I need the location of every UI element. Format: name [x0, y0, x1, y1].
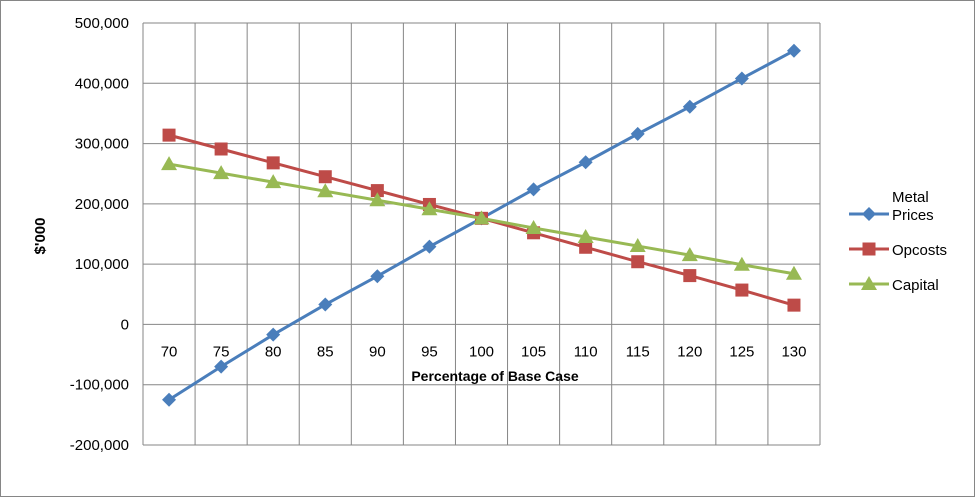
legend-marker	[862, 242, 876, 256]
x-tick-label: 95	[421, 343, 438, 360]
x-tick-label: 100	[469, 343, 494, 360]
data-point-metal-prices	[318, 297, 333, 312]
x-axis-title: Percentage of Base Case	[411, 368, 579, 384]
data-point-capital	[265, 174, 282, 189]
data-point-capital	[733, 256, 750, 271]
data-point-metal-prices	[526, 182, 541, 197]
x-tick-label: 70	[161, 343, 178, 360]
data-point-opcosts	[318, 170, 332, 184]
x-tick-label: 75	[213, 343, 230, 360]
x-tick-label: 105	[521, 343, 546, 360]
y-tick-label: 300,000	[75, 136, 129, 153]
data-point-metal-prices	[786, 43, 801, 58]
legend-item-capital: Capital	[849, 277, 939, 294]
legend-marker	[862, 207, 876, 221]
data-point-capital	[161, 156, 178, 171]
data-point-capital	[629, 238, 646, 253]
y-tick-label: 200,000	[75, 196, 129, 213]
y-tick-label: -100,000	[70, 377, 129, 394]
x-tick-label: 115	[626, 343, 650, 360]
x-tick-label: 85	[317, 343, 334, 360]
data-point-metal-prices	[734, 71, 749, 86]
x-tick-label: 80	[265, 343, 282, 360]
data-point-metal-prices	[162, 392, 177, 407]
legend-label: Metal	[892, 189, 929, 206]
data-point-capital	[525, 219, 542, 234]
y-axis-title: $'000	[32, 218, 49, 255]
legend-label: Opcosts	[892, 242, 947, 259]
data-point-opcosts	[162, 128, 176, 142]
y-tick-label: 400,000	[75, 75, 129, 92]
legend-label: Capital	[892, 277, 939, 294]
data-point-metal-prices	[214, 359, 229, 374]
data-point-opcosts	[266, 156, 280, 170]
data-point-opcosts	[579, 240, 593, 254]
data-point-capital	[473, 210, 490, 225]
data-point-metal-prices	[266, 327, 281, 342]
data-point-opcosts	[683, 269, 697, 283]
x-tick-label: 125	[729, 343, 754, 360]
y-tick-label: 500,000	[75, 15, 129, 32]
data-point-opcosts	[370, 184, 384, 198]
x-tick-label: 120	[677, 343, 702, 360]
data-point-metal-prices	[370, 269, 385, 284]
data-point-metal-prices	[630, 126, 645, 141]
data-point-opcosts	[631, 255, 645, 269]
data-point-opcosts	[735, 283, 749, 297]
x-tick-label: 90	[369, 343, 386, 360]
data-point-capital	[577, 229, 594, 244]
data-point-capital	[785, 265, 802, 280]
data-point-capital	[317, 183, 334, 198]
data-point-opcosts	[787, 298, 801, 312]
data-point-capital	[421, 201, 438, 216]
x-tick-label: 130	[781, 343, 806, 360]
legend-marker	[861, 276, 877, 290]
y-tick-label: 100,000	[75, 256, 129, 273]
y-tick-label: 0	[121, 316, 129, 333]
data-point-capital	[213, 165, 230, 180]
y-tick-label: -200,000	[70, 437, 129, 454]
data-point-metal-prices	[682, 99, 697, 114]
data-point-opcosts	[214, 142, 228, 156]
x-tick-label: 110	[574, 343, 598, 360]
data-point-capital	[681, 247, 698, 262]
data-point-capital	[369, 192, 386, 207]
data-point-metal-prices	[578, 155, 593, 170]
data-point-metal-prices	[422, 239, 437, 254]
legend-label: Prices	[892, 207, 934, 224]
